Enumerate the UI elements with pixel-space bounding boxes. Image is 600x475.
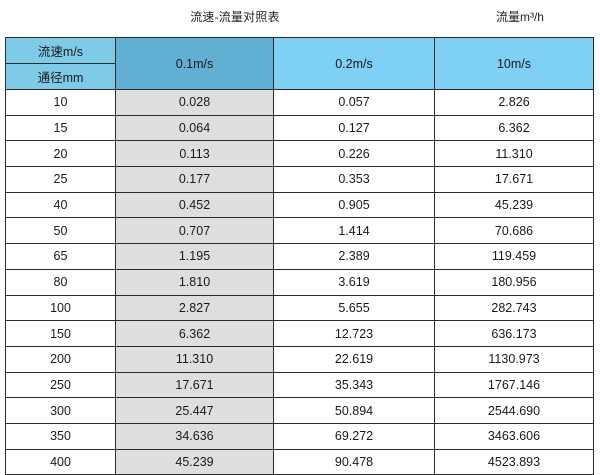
cell-flow-0.2m/s: 0.353 — [273, 166, 435, 193]
cell-flow-10m/s: 636.173 — [434, 320, 594, 347]
cell-flow-10m/s: 282.743 — [434, 294, 594, 322]
cell-flow-0.2m/s: 22.619 — [273, 345, 435, 373]
cell-diameter: 65 — [5, 243, 116, 270]
table-row: 100 2.827 5.655 282.743 — [5, 294, 594, 322]
cell-flow-0.1m/s: 2.827 — [115, 294, 274, 322]
cell-flow-10m/s: 2544.690 — [434, 397, 594, 424]
unit-label: 流量m³/h — [495, 10, 544, 24]
header-diameter-label: 通径mm — [5, 63, 116, 90]
table-row: 65 1.195 2.389 119.459 — [5, 243, 594, 270]
cell-diameter: 150 — [5, 320, 116, 347]
cell-flow-0.1m/s: 0.452 — [115, 191, 274, 219]
cell-flow-10m/s: 2.826 — [434, 89, 594, 116]
cell-flow-0.2m/s: 0.127 — [273, 114, 435, 142]
flow-velocity-table: 流速m/s 0.1m/s 0.2m/s 10m/s 通径mm 10 0.028 0.… — [5, 37, 594, 475]
table-row: 250 17.671 35.343 1767.146 — [5, 371, 594, 399]
cell-flow-0.1m/s: 25.447 — [115, 397, 274, 424]
table-row: 40 0.452 0.905 45.239 — [5, 191, 594, 219]
cell-flow-0.2m/s: 90.478 — [273, 448, 435, 475]
cell-flow-10m/s: 45.239 — [434, 191, 594, 219]
cell-flow-0.1m/s: 0.064 — [115, 114, 274, 142]
cell-flow-0.2m/s: 0.226 — [273, 140, 435, 168]
page-title: 流速-流量对照表 — [190, 10, 280, 24]
cell-flow-0.2m/s: 2.389 — [273, 243, 435, 270]
cell-flow-0.2m/s: 0.905 — [273, 191, 435, 219]
cell-diameter: 25 — [5, 166, 116, 193]
cell-flow-10m/s: 1130.973 — [434, 345, 594, 373]
table-row: 200 11.310 22.619 1130.973 — [5, 345, 594, 373]
cell-flow-10m/s: 3463.606 — [434, 422, 594, 450]
table-header-row-bottom: 通径mm — [5, 63, 594, 90]
cell-flow-0.1m/s: 1.810 — [115, 268, 274, 296]
cell-flow-0.2m/s: 69.272 — [273, 422, 435, 450]
caption-bar: 流速-流量对照表 流量m³/h — [0, 0, 600, 36]
table-body: 流速m/s 0.1m/s 0.2m/s 10m/s 通径mm 10 0.028 0.… — [5, 37, 594, 475]
cell-flow-10m/s: 180.956 — [434, 268, 594, 296]
cell-flow-0.1m/s: 17.671 — [115, 371, 274, 399]
table-row: 150 6.362 12.723 636.173 — [5, 320, 594, 347]
table-row: 25 0.177 0.353 17.671 — [5, 166, 594, 193]
cell-diameter: 200 — [5, 345, 116, 373]
cell-diameter: 100 — [5, 294, 116, 322]
cell-flow-0.1m/s: 45.239 — [115, 448, 274, 475]
cell-flow-0.2m/s: 5.655 — [273, 294, 435, 322]
cell-diameter: 300 — [5, 397, 116, 424]
table-row: 10 0.028 0.057 2.826 — [5, 89, 594, 116]
cell-flow-10m/s: 17.671 — [434, 166, 594, 193]
cell-diameter: 80 — [5, 268, 116, 296]
cell-flow-10m/s: 70.686 — [434, 217, 594, 245]
table-row: 50 0.707 1.414 70.686 — [5, 217, 594, 245]
cell-diameter: 10 — [5, 89, 116, 116]
cell-flow-0.1m/s: 34.636 — [115, 422, 274, 450]
cell-flow-0.1m/s: 0.028 — [115, 89, 274, 116]
header-velocity-0.2: 0.2m/s — [273, 37, 435, 90]
cell-flow-0.2m/s: 0.057 — [273, 89, 435, 116]
cell-diameter: 250 — [5, 371, 116, 399]
table-row: 15 0.064 0.127 6.362 — [5, 114, 594, 142]
cell-flow-0.2m/s: 50.894 — [273, 397, 435, 424]
table-row: 400 45.239 90.478 4523.893 — [5, 448, 594, 475]
header-velocity-0.1: 0.1m/s — [115, 37, 274, 90]
cell-flow-0.1m/s: 0.113 — [115, 140, 274, 168]
cell-flow-10m/s: 4523.893 — [434, 448, 594, 475]
cell-diameter: 20 — [5, 140, 116, 168]
cell-flow-0.1m/s: 6.362 — [115, 320, 274, 347]
cell-diameter: 15 — [5, 114, 116, 142]
cell-flow-10m/s: 6.362 — [434, 114, 594, 142]
cell-flow-0.1m/s: 0.177 — [115, 166, 274, 193]
table-header-row-top: 流速m/s 0.1m/s 0.2m/s 10m/s — [5, 37, 594, 90]
cell-flow-0.2m/s: 35.343 — [273, 371, 435, 399]
header-velocity-label: 流速m/s — [5, 37, 116, 64]
cell-diameter: 50 — [5, 217, 116, 245]
cell-flow-0.1m/s: 0.707 — [115, 217, 274, 245]
header-velocity-10: 10m/s — [434, 37, 594, 90]
cell-flow-10m/s: 1767.146 — [434, 371, 594, 399]
cell-flow-0.1m/s: 1.195 — [115, 243, 274, 270]
cell-flow-0.2m/s: 1.414 — [273, 217, 435, 245]
cell-flow-0.1m/s: 11.310 — [115, 345, 274, 373]
table-row: 350 34.636 69.272 3463.606 — [5, 422, 594, 450]
table-row: 80 1.810 3.619 180.956 — [5, 268, 594, 296]
cell-diameter: 40 — [5, 191, 116, 219]
cell-flow-10m/s: 119.459 — [434, 243, 594, 270]
table-row: 20 0.113 0.226 11.310 — [5, 140, 594, 168]
cell-diameter: 400 — [5, 448, 116, 475]
cell-diameter: 350 — [5, 422, 116, 450]
cell-flow-10m/s: 11.310 — [434, 140, 594, 168]
cell-flow-0.2m/s: 12.723 — [273, 320, 435, 347]
cell-flow-0.2m/s: 3.619 — [273, 268, 435, 296]
table-row: 300 25.447 50.894 2544.690 — [5, 397, 594, 424]
